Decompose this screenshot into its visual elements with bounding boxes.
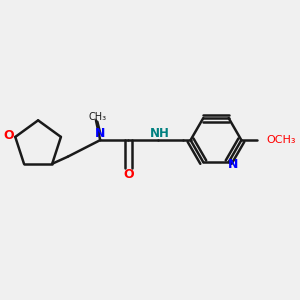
Text: CH₃: CH₃ [88,112,106,122]
Text: O: O [3,129,13,142]
Text: O: O [123,168,134,181]
Text: NH: NH [150,127,169,140]
Text: N: N [95,127,105,140]
Text: OCH₃: OCH₃ [267,135,296,145]
Text: N: N [228,158,238,171]
